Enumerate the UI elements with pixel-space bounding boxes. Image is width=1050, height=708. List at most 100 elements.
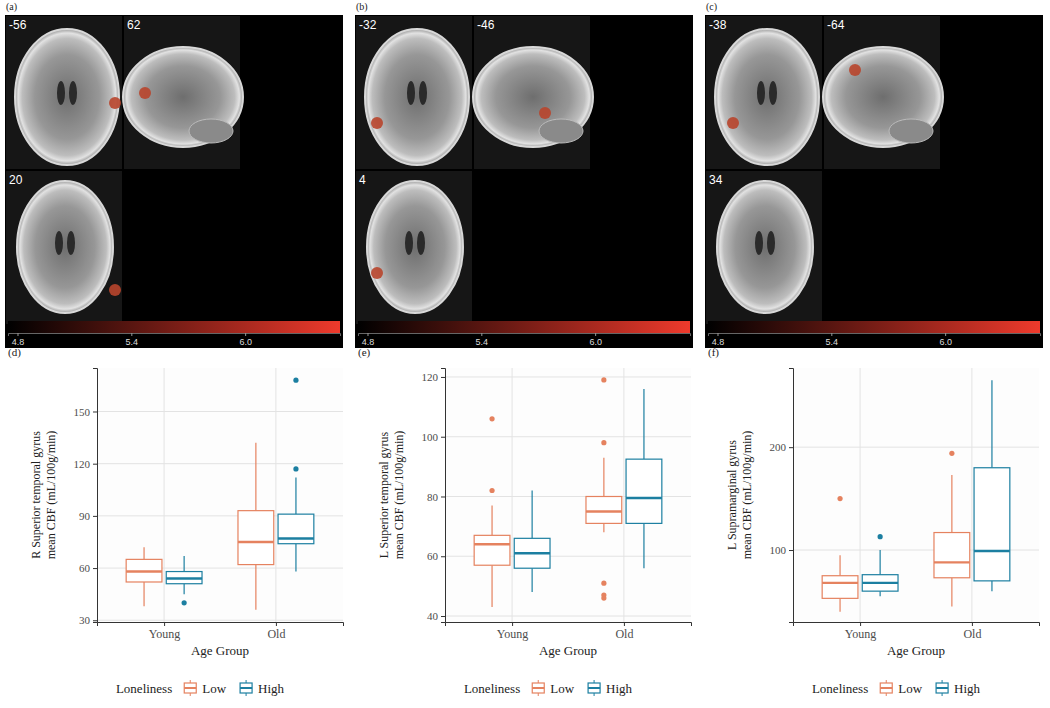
y-tick-mark — [93, 464, 97, 465]
x-tick: Young — [497, 622, 528, 641]
figure: -5662204.85.46.0(a)-32-4644.85.46.0(b)-3… — [0, 0, 1050, 708]
y-tick-label: 120 — [74, 458, 91, 470]
whisker-lower — [603, 523, 604, 532]
legend-key-box — [588, 683, 600, 693]
y-tick: 100 — [770, 544, 794, 556]
y-tick-mark — [93, 411, 97, 412]
legend-key-box — [880, 683, 892, 693]
grid-line — [445, 436, 691, 437]
legend-key — [240, 680, 252, 696]
activation-cluster — [539, 107, 551, 119]
x-tick-label: Old — [267, 627, 285, 641]
box-body — [238, 511, 274, 565]
box — [474, 416, 510, 607]
colorbar-axis-line — [359, 334, 691, 337]
whisker-upper — [295, 478, 296, 515]
ventricle — [755, 231, 763, 255]
legend-key — [184, 680, 196, 696]
x-axis: YoungOld — [794, 622, 1040, 641]
y-tick-mark — [441, 377, 445, 378]
y-tick: 120 — [74, 458, 98, 470]
y-tick: 80 — [427, 491, 445, 503]
whisker-lower — [880, 591, 881, 596]
y-tick-label: 40 — [427, 610, 439, 622]
y-tick: 60 — [427, 550, 445, 562]
y-tick-mark — [789, 550, 793, 551]
box-median — [126, 570, 162, 572]
legend-label: Low — [202, 681, 226, 696]
colorbar-tick-label: 6.0 — [939, 337, 952, 347]
box — [166, 556, 202, 606]
y-tick-mark — [789, 447, 793, 448]
y-tick-label: 100 — [770, 544, 787, 556]
colorbar-axis: 4.85.46.0 — [709, 333, 1041, 347]
colorbar-tick-label: 5.4 — [476, 337, 489, 347]
x-tick: Old — [963, 622, 981, 641]
brain-slice — [715, 29, 819, 165]
y-tick-mark — [441, 496, 445, 497]
y-axis: 406080100120 — [422, 369, 446, 623]
brain-panel: -32-4644.85.46.0 — [355, 15, 693, 348]
y-axis: 306090120150 — [74, 369, 98, 627]
whisker-lower — [991, 581, 992, 591]
box-marks — [126, 378, 314, 610]
legend-key-box — [532, 683, 544, 693]
legend-label: Low — [898, 681, 922, 696]
x-tick-mark — [624, 622, 625, 626]
colorbar-tick: 6.0 — [589, 333, 602, 347]
box-median — [586, 510, 622, 512]
grid-line — [971, 368, 972, 622]
x-tick-label: Young — [149, 627, 180, 641]
colorbar — [358, 321, 690, 333]
legend-label: High — [606, 681, 633, 696]
grid-line — [275, 368, 276, 622]
outlier — [601, 595, 606, 600]
y-axis-line — [789, 369, 794, 623]
whisker-lower — [184, 584, 185, 594]
activation-cluster — [849, 64, 861, 76]
ventricle — [67, 231, 75, 255]
whisker-lower — [295, 544, 296, 572]
y-axis: 100 200 — [770, 369, 794, 623]
outlier — [949, 451, 954, 456]
legend-key-median — [240, 687, 252, 689]
brain-panel: -38-64344.85.46.0 — [705, 15, 1043, 348]
legend-title: Loneliness — [464, 681, 520, 696]
legend-title: Loneliness — [116, 681, 172, 696]
ventricle — [55, 231, 63, 255]
slice-tile — [6, 171, 122, 324]
box-median — [822, 582, 858, 584]
x-tick-mark — [276, 622, 277, 626]
box-median — [514, 552, 550, 554]
panel-background — [705, 15, 1043, 348]
y-tick-label: 150 — [74, 406, 91, 418]
y-axis-title: L Superior temporal gyrus — [377, 431, 391, 558]
x-tick-mark — [860, 622, 861, 626]
box — [934, 451, 970, 607]
x-tick-mark — [972, 622, 973, 626]
y-tick-label: 200 — [770, 441, 787, 453]
y-tick-label: 120 — [422, 371, 439, 383]
legend-key — [880, 680, 892, 696]
box-marks — [822, 380, 1010, 611]
legend: LonelinessLowHigh — [116, 680, 285, 696]
brain-slice — [365, 29, 469, 165]
box-median — [166, 577, 202, 579]
whisker-lower — [491, 565, 492, 607]
y-tick: 200 — [770, 441, 794, 453]
brain-slice — [717, 181, 813, 313]
activation-cluster — [727, 117, 739, 129]
box-median — [934, 561, 970, 563]
y-tick: 40 — [427, 610, 445, 622]
legend-key-median — [588, 687, 600, 689]
legend-key-median — [880, 687, 892, 689]
x-tick: Old — [615, 622, 633, 641]
colorbar-tick: 5.4 — [126, 333, 139, 347]
activation-cluster — [371, 117, 383, 129]
box-body — [626, 459, 662, 523]
panel-background — [5, 15, 343, 348]
y-tick: 120 — [422, 371, 446, 383]
y-tick-mark — [93, 516, 97, 517]
box-chart: 406080100120YoungOldAge GroupL Superior … — [377, 368, 692, 696]
slice-coordinate: -46 — [477, 18, 495, 32]
